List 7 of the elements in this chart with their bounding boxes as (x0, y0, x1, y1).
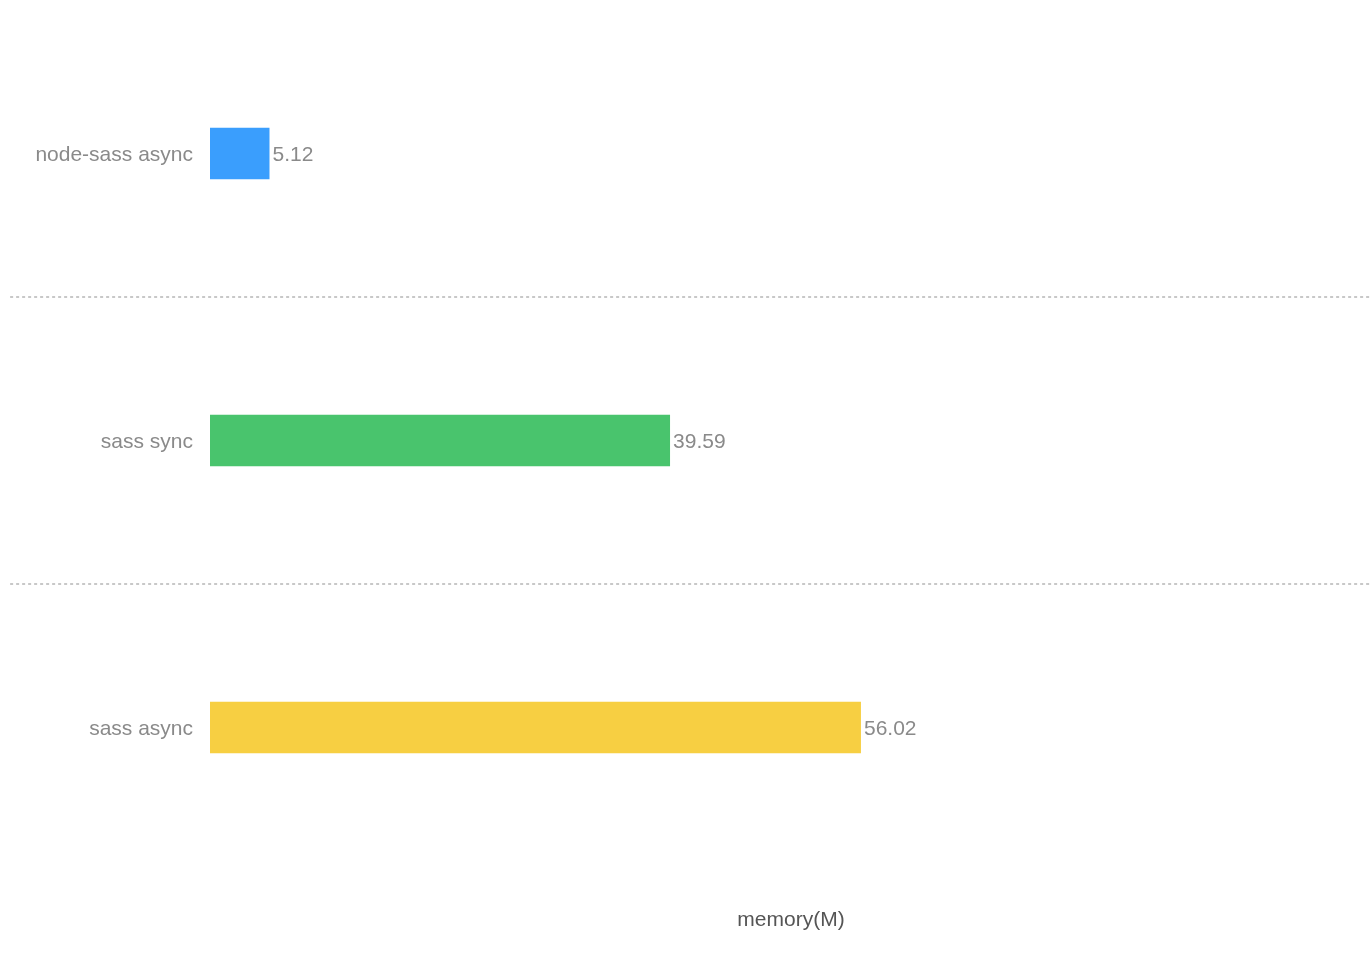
y-tick-label: node-sass async (35, 141, 193, 165)
data-label: 56.02 (863, 716, 917, 739)
y-tick-label: sass sync (100, 428, 193, 452)
data-label: 5.12 (272, 142, 314, 165)
x-axis-title: memory(M) (737, 907, 845, 931)
y-tick-label: sass async (89, 715, 193, 739)
data-label: 39.59 (673, 429, 726, 452)
